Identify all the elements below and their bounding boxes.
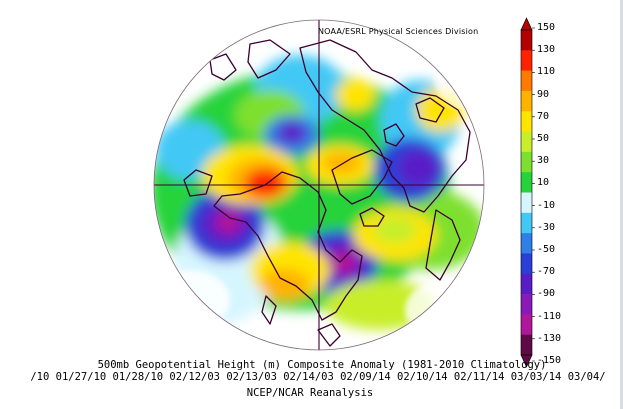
colorbar-label: -10 [537, 199, 556, 211]
colorbar-label: 130 [537, 44, 556, 56]
colorbar-swatch [521, 131, 532, 153]
colorbar-swatch [521, 314, 532, 335]
colorbar-swatch [521, 111, 532, 132]
colorbar-swatch [521, 192, 532, 214]
colorbar-swatch [521, 233, 532, 254]
colorbar-label: -70 [537, 266, 556, 278]
colorbar-label: -110 [537, 310, 562, 322]
colorbar-label: 110 [537, 66, 556, 78]
colorbar-label: 150 [537, 22, 556, 33]
colorbar-label: 10 [537, 177, 550, 189]
colorbar-label: -130 [537, 332, 562, 344]
colorbar-label: 70 [537, 110, 550, 122]
colorbar-swatch [521, 70, 532, 92]
colorbar-top-arrow [520, 17, 533, 31]
colorbar-swatch [521, 273, 532, 295]
data-source: NCEP/NCAR Reanalysis [246, 387, 374, 399]
map-title: 500mb Geopotential Height (m) Composite … [97, 359, 547, 371]
colorbar-swatch [521, 253, 532, 275]
colorbar-swatch [521, 30, 532, 51]
colorbar [520, 17, 535, 368]
colorbar-label: -150 [537, 355, 562, 366]
colorbar-label: 90 [537, 88, 550, 100]
colorbar-label: -30 [537, 221, 556, 233]
colorbar-swatch [521, 212, 532, 234]
credit-text: NOAA/ESRL Physical Sciences Division [318, 27, 479, 36]
colorbar-swatch [521, 151, 532, 173]
colorbar-swatch [521, 50, 532, 71]
colorbar-swatch [521, 172, 532, 193]
map-disk-outline [153, 19, 485, 351]
colorbar-label: -90 [537, 288, 556, 300]
colorbar-label: -50 [537, 244, 556, 255]
composite-dates: /10 01/27/10 01/28/10 02/12/03 02/13/03 … [30, 371, 606, 383]
colorbar-swatch [521, 334, 532, 356]
colorbar-label: 30 [537, 155, 550, 167]
colorbar-swatch [521, 90, 532, 112]
anomaly-field [154, 20, 484, 350]
window-edge [620, 0, 623, 409]
land-outlines [183, 39, 471, 347]
colorbar-swatch [521, 294, 532, 315]
map-graticule [154, 20, 484, 350]
colorbar-outline [520, 29, 533, 356]
colorbar-label: 50 [537, 133, 550, 144]
